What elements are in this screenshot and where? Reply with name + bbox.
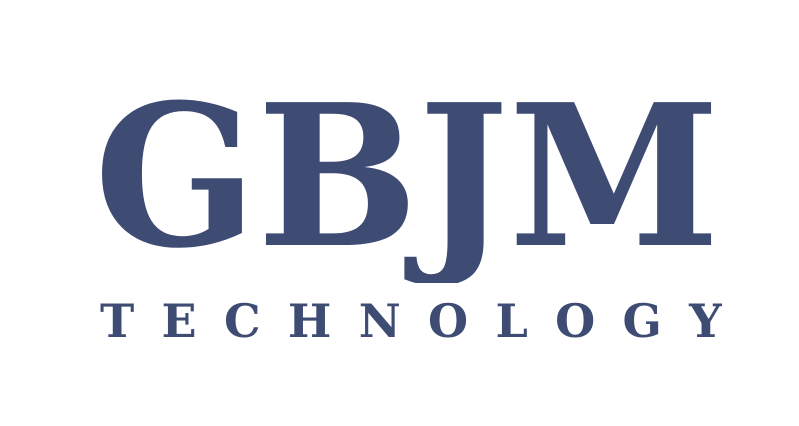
- logo-tagline-text: TECHNOLOGY: [100, 300, 722, 344]
- logo-wordmark-text: GBJM: [94, 93, 720, 283]
- logo-wordmark: GBJM: [94, 93, 720, 283]
- logo-tagline: TECHNOLOGY: [100, 300, 722, 344]
